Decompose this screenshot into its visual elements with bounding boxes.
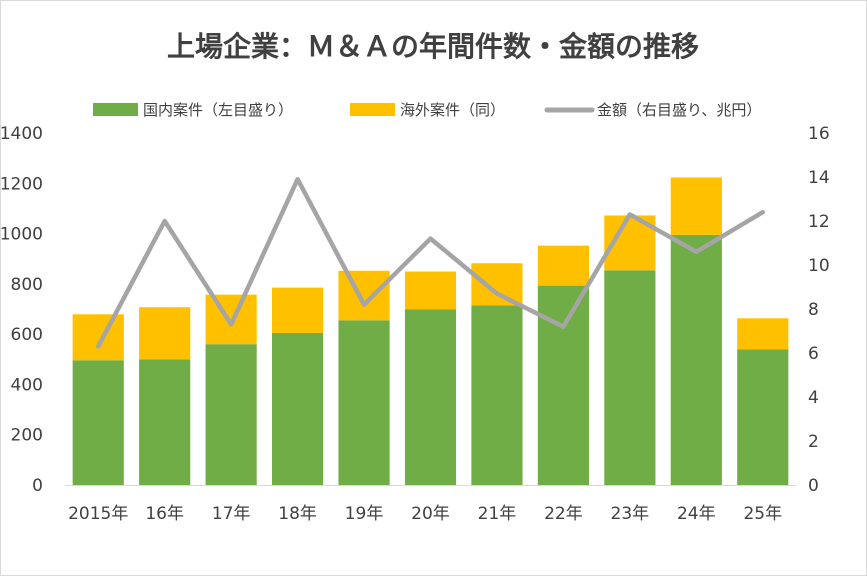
bar-0-6: [471, 305, 523, 485]
right-tick-1: 2: [808, 432, 819, 452]
line-series-0: [95, 176, 766, 349]
bar-1-9: [670, 177, 722, 235]
bar-0-10: [737, 349, 789, 485]
x-axis: 2015年 16年 17年 18年 19年 20年 21年 22年 23年 24年 25年: [65, 485, 796, 524]
bar-0-4: [338, 320, 390, 485]
left-tick-1: 200: [11, 426, 43, 446]
right-tick-0: 0: [808, 476, 819, 496]
bar-1-10: [737, 318, 789, 350]
category-label-3: 18年: [278, 504, 317, 524]
bar-1-1: [139, 307, 191, 360]
left-tick-0: 0: [32, 476, 43, 496]
legend-swatch-1: [350, 103, 395, 116]
left-tick-6: 1200: [1, 174, 43, 194]
bar-1-3: [272, 287, 324, 333]
category-label-9: 24年: [677, 504, 716, 524]
bar-1-4: [338, 270, 390, 321]
left-tick-5: 1000: [1, 225, 43, 245]
legend-swatch-0: [93, 103, 138, 116]
bar-0-9: [670, 234, 722, 485]
category-label-1: 16年: [145, 504, 184, 524]
bar-0-0: [72, 360, 124, 485]
legend: 国内案件（左目盛り） 海外案件（同） 金額（右目盛り、兆円）: [93, 101, 761, 119]
category-label-4: 19年: [345, 504, 384, 524]
legend-label-1: 海外案件（同）: [400, 101, 505, 119]
category-label-7: 22年: [544, 504, 583, 524]
category-label-8: 23年: [611, 504, 650, 524]
left-tick-3: 600: [11, 325, 43, 345]
line-series-group: [95, 176, 766, 349]
right-tick-7: 14: [808, 168, 830, 188]
category-label-0: 2015年: [68, 504, 128, 524]
right-tick-2: 4: [808, 388, 819, 408]
left-axis: 0 200 400 600 800 1000 1200 1400: [1, 124, 43, 496]
right-tick-4: 8: [808, 300, 819, 320]
bar-0-1: [139, 359, 191, 485]
bar-0-2: [205, 344, 257, 485]
bar-0-3: [272, 332, 324, 485]
bar-1-5: [404, 271, 457, 310]
bar-0-8: [604, 270, 656, 485]
bar-0-5: [404, 309, 457, 485]
legend-label-2: 金額（右目盛り、兆円）: [597, 101, 761, 119]
right-tick-3: 6: [808, 344, 819, 364]
bar-1-0: [72, 314, 124, 361]
left-tick-4: 800: [11, 275, 43, 295]
legend-label-0: 国内案件（左目盛り）: [143, 101, 293, 119]
category-label-10: 25年: [743, 504, 782, 524]
right-tick-6: 12: [808, 212, 830, 232]
left-tick-7: 1400: [1, 124, 43, 144]
category-label-6: 21年: [478, 504, 517, 524]
chart-title: 上場企業：Ｍ＆Ａの年間件数・金額の推移: [167, 30, 699, 63]
right-tick-8: 16: [808, 124, 830, 144]
category-label-2: 17年: [212, 504, 251, 524]
bar-1-6: [471, 263, 523, 306]
bar-group: [72, 177, 789, 485]
category-label-5: 20年: [411, 504, 450, 524]
left-tick-2: 400: [11, 375, 43, 395]
right-axis: 0 2 4 6 8 10 12 14 16: [808, 124, 830, 496]
right-tick-5: 10: [808, 256, 830, 276]
bar-1-7: [537, 245, 589, 286]
